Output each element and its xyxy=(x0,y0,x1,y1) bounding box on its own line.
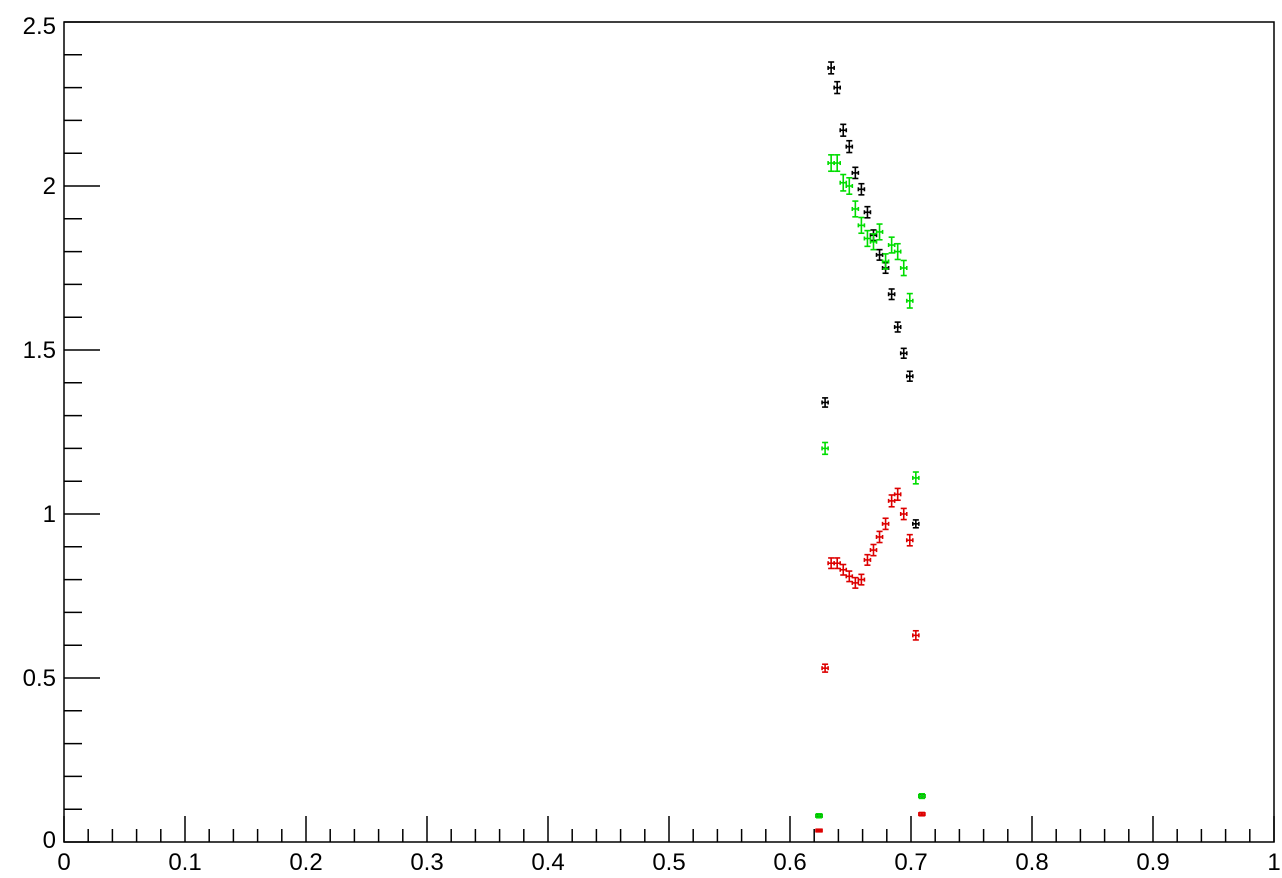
y-tick-label: 1 xyxy=(43,501,56,528)
data-point xyxy=(839,123,848,137)
x-tick-label: 0 xyxy=(57,849,70,876)
data-point xyxy=(821,441,829,456)
data-point xyxy=(839,563,848,576)
data-point xyxy=(899,259,908,277)
data-point xyxy=(833,557,842,570)
series-2 xyxy=(815,487,926,833)
data-point xyxy=(905,370,914,382)
data-point xyxy=(912,519,920,529)
data-point xyxy=(845,570,854,583)
data-point xyxy=(912,471,920,485)
data-point xyxy=(869,233,878,251)
data-point xyxy=(869,543,878,557)
data-point xyxy=(821,663,829,673)
data-point xyxy=(863,205,872,219)
data-point xyxy=(827,61,835,75)
data-point xyxy=(845,139,854,154)
series-0 xyxy=(815,61,926,819)
y-tick-label: 0 xyxy=(43,827,56,854)
data-point xyxy=(887,494,896,508)
data-point xyxy=(893,487,902,502)
plot-frame xyxy=(63,21,1275,843)
data-point xyxy=(833,80,842,95)
data-point xyxy=(875,248,884,261)
data-point xyxy=(887,236,896,254)
data-point xyxy=(821,397,829,408)
data-point xyxy=(857,216,866,235)
x-axis: 0 0.1 0.2 0.3 0.4 0.5 0.6 0.7 0.8 0.9 1 xyxy=(57,816,1281,876)
data-point xyxy=(893,321,902,333)
y-tick-label: 2 xyxy=(43,173,56,200)
data-point xyxy=(899,347,908,360)
x-tick-label: 0.7 xyxy=(894,849,927,876)
x-tick-label: 0.9 xyxy=(1136,849,1169,876)
data-point xyxy=(881,517,890,531)
data-point xyxy=(857,573,866,586)
data-point xyxy=(893,242,902,261)
data-point xyxy=(833,154,842,173)
x-tick-label: 0.6 xyxy=(773,849,806,876)
data-point xyxy=(851,166,860,180)
data-point xyxy=(815,828,823,833)
y-tick-label: 2.5 xyxy=(23,13,56,40)
x-tick-label: 1 xyxy=(1267,849,1280,876)
x-tick-label: 0.1 xyxy=(168,849,201,876)
data-point xyxy=(815,812,823,819)
data-point xyxy=(887,288,896,301)
series-1 xyxy=(815,154,926,819)
data-point xyxy=(863,229,872,248)
data-point xyxy=(863,553,872,566)
data-point xyxy=(857,182,866,196)
data-series xyxy=(815,61,926,833)
data-point xyxy=(912,629,920,641)
data-point xyxy=(827,154,835,173)
data-point xyxy=(875,530,884,544)
data-point xyxy=(881,253,890,270)
data-point xyxy=(918,792,926,800)
x-tick-label: 0.2 xyxy=(289,849,322,876)
data-point xyxy=(905,533,914,547)
data-point xyxy=(899,507,908,521)
data-point xyxy=(845,177,854,195)
x-tick-label: 0.5 xyxy=(652,849,685,876)
data-point xyxy=(905,292,914,309)
y-tick-label: 0.5 xyxy=(23,665,56,692)
data-point xyxy=(918,811,926,817)
x-tick-label: 0.4 xyxy=(531,849,564,876)
data-point xyxy=(851,200,860,218)
data-point xyxy=(875,223,884,241)
data-point xyxy=(827,557,835,570)
data-point xyxy=(839,173,848,192)
x-tick-label: 0.8 xyxy=(1015,849,1048,876)
x-tick-label: 0.3 xyxy=(410,849,443,876)
y-axis: 0 0.5 1 1.5 2 2.5 xyxy=(23,13,100,854)
data-point xyxy=(851,576,860,589)
y-tick-label: 1.5 xyxy=(23,337,56,364)
